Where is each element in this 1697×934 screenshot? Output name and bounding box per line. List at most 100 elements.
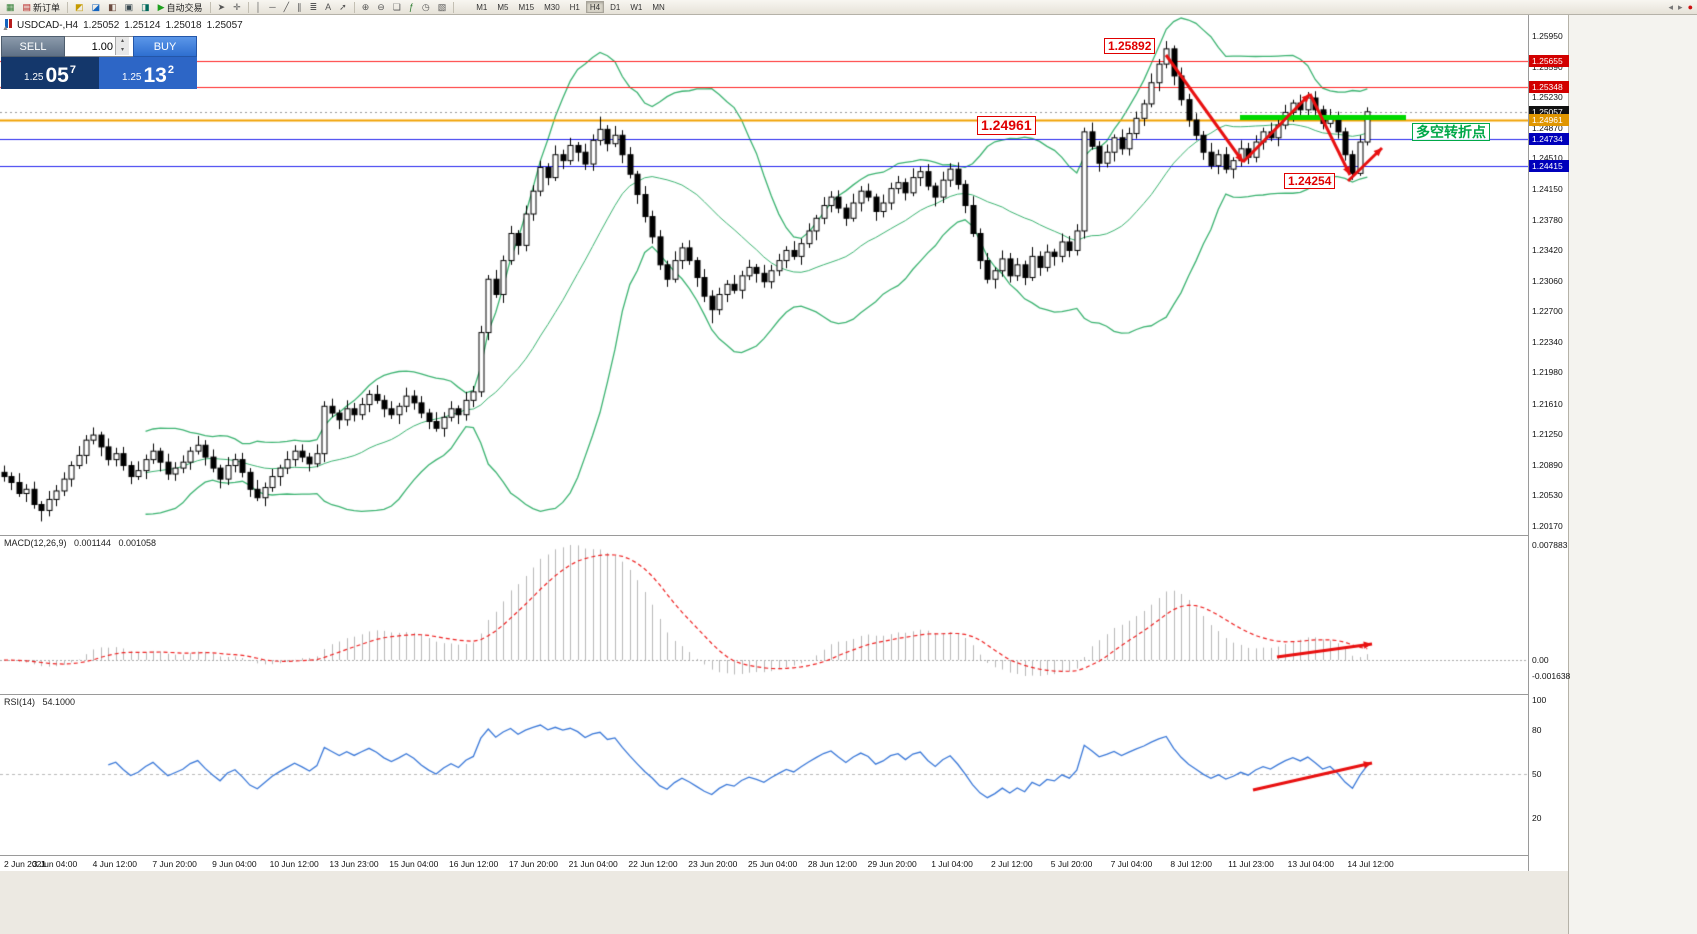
market-watch-icon: ◩ bbox=[75, 1, 84, 12]
sell-price-display[interactable]: 1.25 05 7 bbox=[1, 57, 99, 89]
crosshair-tool-button[interactable]: ✛ bbox=[230, 1, 244, 14]
rsi-value: 54.1000 bbox=[42, 697, 76, 707]
strategy-tester-button[interactable]: ◨ bbox=[138, 1, 153, 14]
trendline-tool-button[interactable]: ╱ bbox=[281, 1, 292, 14]
channel-tool-button[interactable]: ∥ bbox=[294, 1, 305, 14]
main-chart-canvas[interactable] bbox=[0, 15, 1528, 535]
price-level-badge: 1.24415 bbox=[1529, 160, 1569, 173]
indicators-icon: ƒ bbox=[408, 1, 414, 12]
price-annotation-low[interactable]: 1.24254 bbox=[1284, 173, 1336, 189]
notification-icon[interactable]: ● bbox=[1687, 2, 1693, 12]
time-label: 10 Jun 12:00 bbox=[269, 859, 319, 869]
time-axis[interactable]: 2 Jun 2021 3 Jun 04:00 4 Jun 12:00 7 Jun 20… bbox=[0, 855, 1528, 871]
timeframe-m1-button[interactable]: M1 bbox=[476, 3, 488, 12]
time-label: 15 Jun 04:00 bbox=[389, 859, 439, 869]
macd-value-main: 0.001144 bbox=[74, 538, 111, 548]
macd-canvas[interactable] bbox=[0, 536, 1528, 694]
timeframe-m30-button[interactable]: M30 bbox=[544, 3, 560, 12]
trendline-tool-icon: ╱ bbox=[283, 1, 290, 12]
price-tick: 1.20530 bbox=[1532, 490, 1563, 501]
terminal-button[interactable]: ▣ bbox=[122, 1, 137, 14]
toolbar-scroll-left-icon[interactable]: ◂ bbox=[1668, 2, 1674, 12]
macd-tick: -0.001638 bbox=[1532, 671, 1571, 681]
time-label: 8 Jul 12:00 bbox=[1170, 859, 1212, 869]
bottom-strip bbox=[0, 871, 1568, 934]
time-label: 29 Jun 20:00 bbox=[867, 859, 917, 869]
text-tool-button[interactable]: A bbox=[322, 1, 334, 14]
time-label: 7 Jun 20:00 bbox=[152, 859, 197, 869]
buy-button[interactable]: BUY bbox=[133, 36, 197, 57]
time-label: 13 Jul 04:00 bbox=[1287, 859, 1334, 869]
timeframe-mn-button[interactable]: MN bbox=[652, 3, 665, 12]
time-label: 22 Jun 12:00 bbox=[628, 859, 678, 869]
horizontal-line-tool-button[interactable]: ─ bbox=[266, 1, 278, 14]
sell-price-sup: 7 bbox=[69, 64, 76, 76]
zoom-out-button[interactable]: ⊖ bbox=[374, 1, 388, 14]
arrow-tool-icon: ➚ bbox=[339, 1, 347, 12]
chart-area: USDCAD-,H4 1.25052 1.25124 1.25018 1.250… bbox=[0, 15, 1528, 871]
timeframe-d1-button[interactable]: D1 bbox=[610, 3, 621, 12]
price-level-badge: 1.25655 bbox=[1529, 55, 1569, 68]
rsi-canvas[interactable] bbox=[0, 695, 1528, 855]
pane-splitter[interactable] bbox=[0, 694, 1528, 695]
ohlc-open: 1.25052 bbox=[83, 19, 120, 31]
price-tick: 1.20170 bbox=[1532, 520, 1563, 531]
price-tick: 1.21250 bbox=[1532, 429, 1563, 440]
sell-button[interactable]: SELL bbox=[1, 36, 65, 57]
horizontal-line-tool-icon: ─ bbox=[269, 1, 276, 12]
price-level-badge: 1.24961 bbox=[1529, 113, 1569, 126]
toolbar: ▦ ▤ 新订单 ◩ ◪ ◧ ▣ ◨ ▶ 自动交易 ➤ ✛ │ ─ ╱ ∥ ≣ A ➚ ⊕ ⊖ ❏ ƒ ◷ ▧ M1 M5 M15 M30… bbox=[0, 0, 1697, 15]
macd-value-signal: 0.001058 bbox=[118, 538, 156, 548]
price-annotation-peak[interactable]: 1.25892 bbox=[1104, 38, 1156, 54]
buy-price-display[interactable]: 1.25 13 2 bbox=[99, 57, 197, 89]
buy-price-big: 13 bbox=[143, 64, 167, 87]
price-axis[interactable]: 1.259501.255901.252301.248701.245101.241… bbox=[1528, 15, 1571, 871]
price-annotation-support[interactable]: 1.24961 bbox=[977, 116, 1036, 135]
indicators-button[interactable]: ƒ bbox=[406, 1, 417, 14]
zoom-out-icon: ⊖ bbox=[377, 1, 385, 12]
timeframe-w1-button[interactable]: W1 bbox=[630, 3, 643, 12]
new-chart-icon: ▦ bbox=[6, 1, 15, 12]
candlestick-icon bbox=[5, 19, 12, 31]
timeframe-m15-button[interactable]: M15 bbox=[518, 3, 535, 12]
ohlc-close: 1.25057 bbox=[206, 19, 243, 31]
autotrading-button[interactable]: ▶ 自动交易 bbox=[155, 1, 206, 14]
rsi-label: RSI(14) 54.1000 bbox=[4, 697, 80, 707]
volume-input[interactable] bbox=[65, 37, 115, 56]
volume-box: ▴ ▾ bbox=[65, 36, 133, 57]
text-tool-icon: A bbox=[325, 1, 332, 12]
toolbar-separator bbox=[247, 1, 249, 13]
new-chart-button[interactable]: ▦ bbox=[3, 1, 18, 14]
navigator-button[interactable]: ◧ bbox=[105, 1, 120, 14]
templates-button[interactable]: ▧ bbox=[435, 1, 450, 14]
time-label: 4 Jun 12:00 bbox=[92, 859, 138, 869]
new-order-button[interactable]: ▤ 新订单 bbox=[20, 1, 64, 14]
turning-point-label[interactable]: 多空转折点 bbox=[1412, 123, 1490, 141]
toolbar-separator bbox=[67, 1, 69, 13]
volume-increase-icon[interactable]: ▴ bbox=[115, 37, 129, 46]
autotrading-button-label: 自动交易 bbox=[166, 2, 203, 13]
templates-icon: ▧ bbox=[437, 1, 447, 12]
tile-windows-button[interactable]: ❏ bbox=[390, 1, 404, 14]
periods-button[interactable]: ◷ bbox=[419, 1, 433, 14]
volume-decrease-icon[interactable]: ▾ bbox=[115, 46, 129, 55]
cursor-tool-button[interactable]: ➤ bbox=[215, 1, 229, 14]
zoom-in-button[interactable]: ⊕ bbox=[359, 1, 373, 14]
rsi-tick: 20 bbox=[1532, 813, 1542, 823]
one-click-collapse-icon[interactable]: ▲ bbox=[2, 25, 9, 32]
rsi-tick: 100 bbox=[1532, 695, 1547, 705]
timeframe-h4-button[interactable]: H4 bbox=[585, 1, 605, 13]
time-label: 17 Jun 20:00 bbox=[508, 859, 558, 869]
timeframe-m5-button[interactable]: M5 bbox=[497, 3, 509, 12]
vertical-line-tool-button[interactable]: │ bbox=[253, 1, 265, 14]
pane-splitter[interactable] bbox=[0, 535, 1528, 536]
time-label: 3 Jun 04:00 bbox=[32, 859, 78, 869]
timeframe-h1-button[interactable]: H1 bbox=[569, 3, 580, 12]
toolbar-scroll-right-icon[interactable]: ▸ bbox=[1678, 2, 1683, 12]
arrow-tool-button[interactable]: ➚ bbox=[336, 1, 350, 14]
macd-tick: 0.00 bbox=[1532, 655, 1549, 665]
fibonacci-tool-button[interactable]: ≣ bbox=[307, 1, 321, 14]
data-window-button[interactable]: ◪ bbox=[89, 1, 104, 14]
market-watch-button[interactable]: ◩ bbox=[72, 1, 87, 14]
price-level-badge: 1.24734 bbox=[1529, 133, 1569, 146]
